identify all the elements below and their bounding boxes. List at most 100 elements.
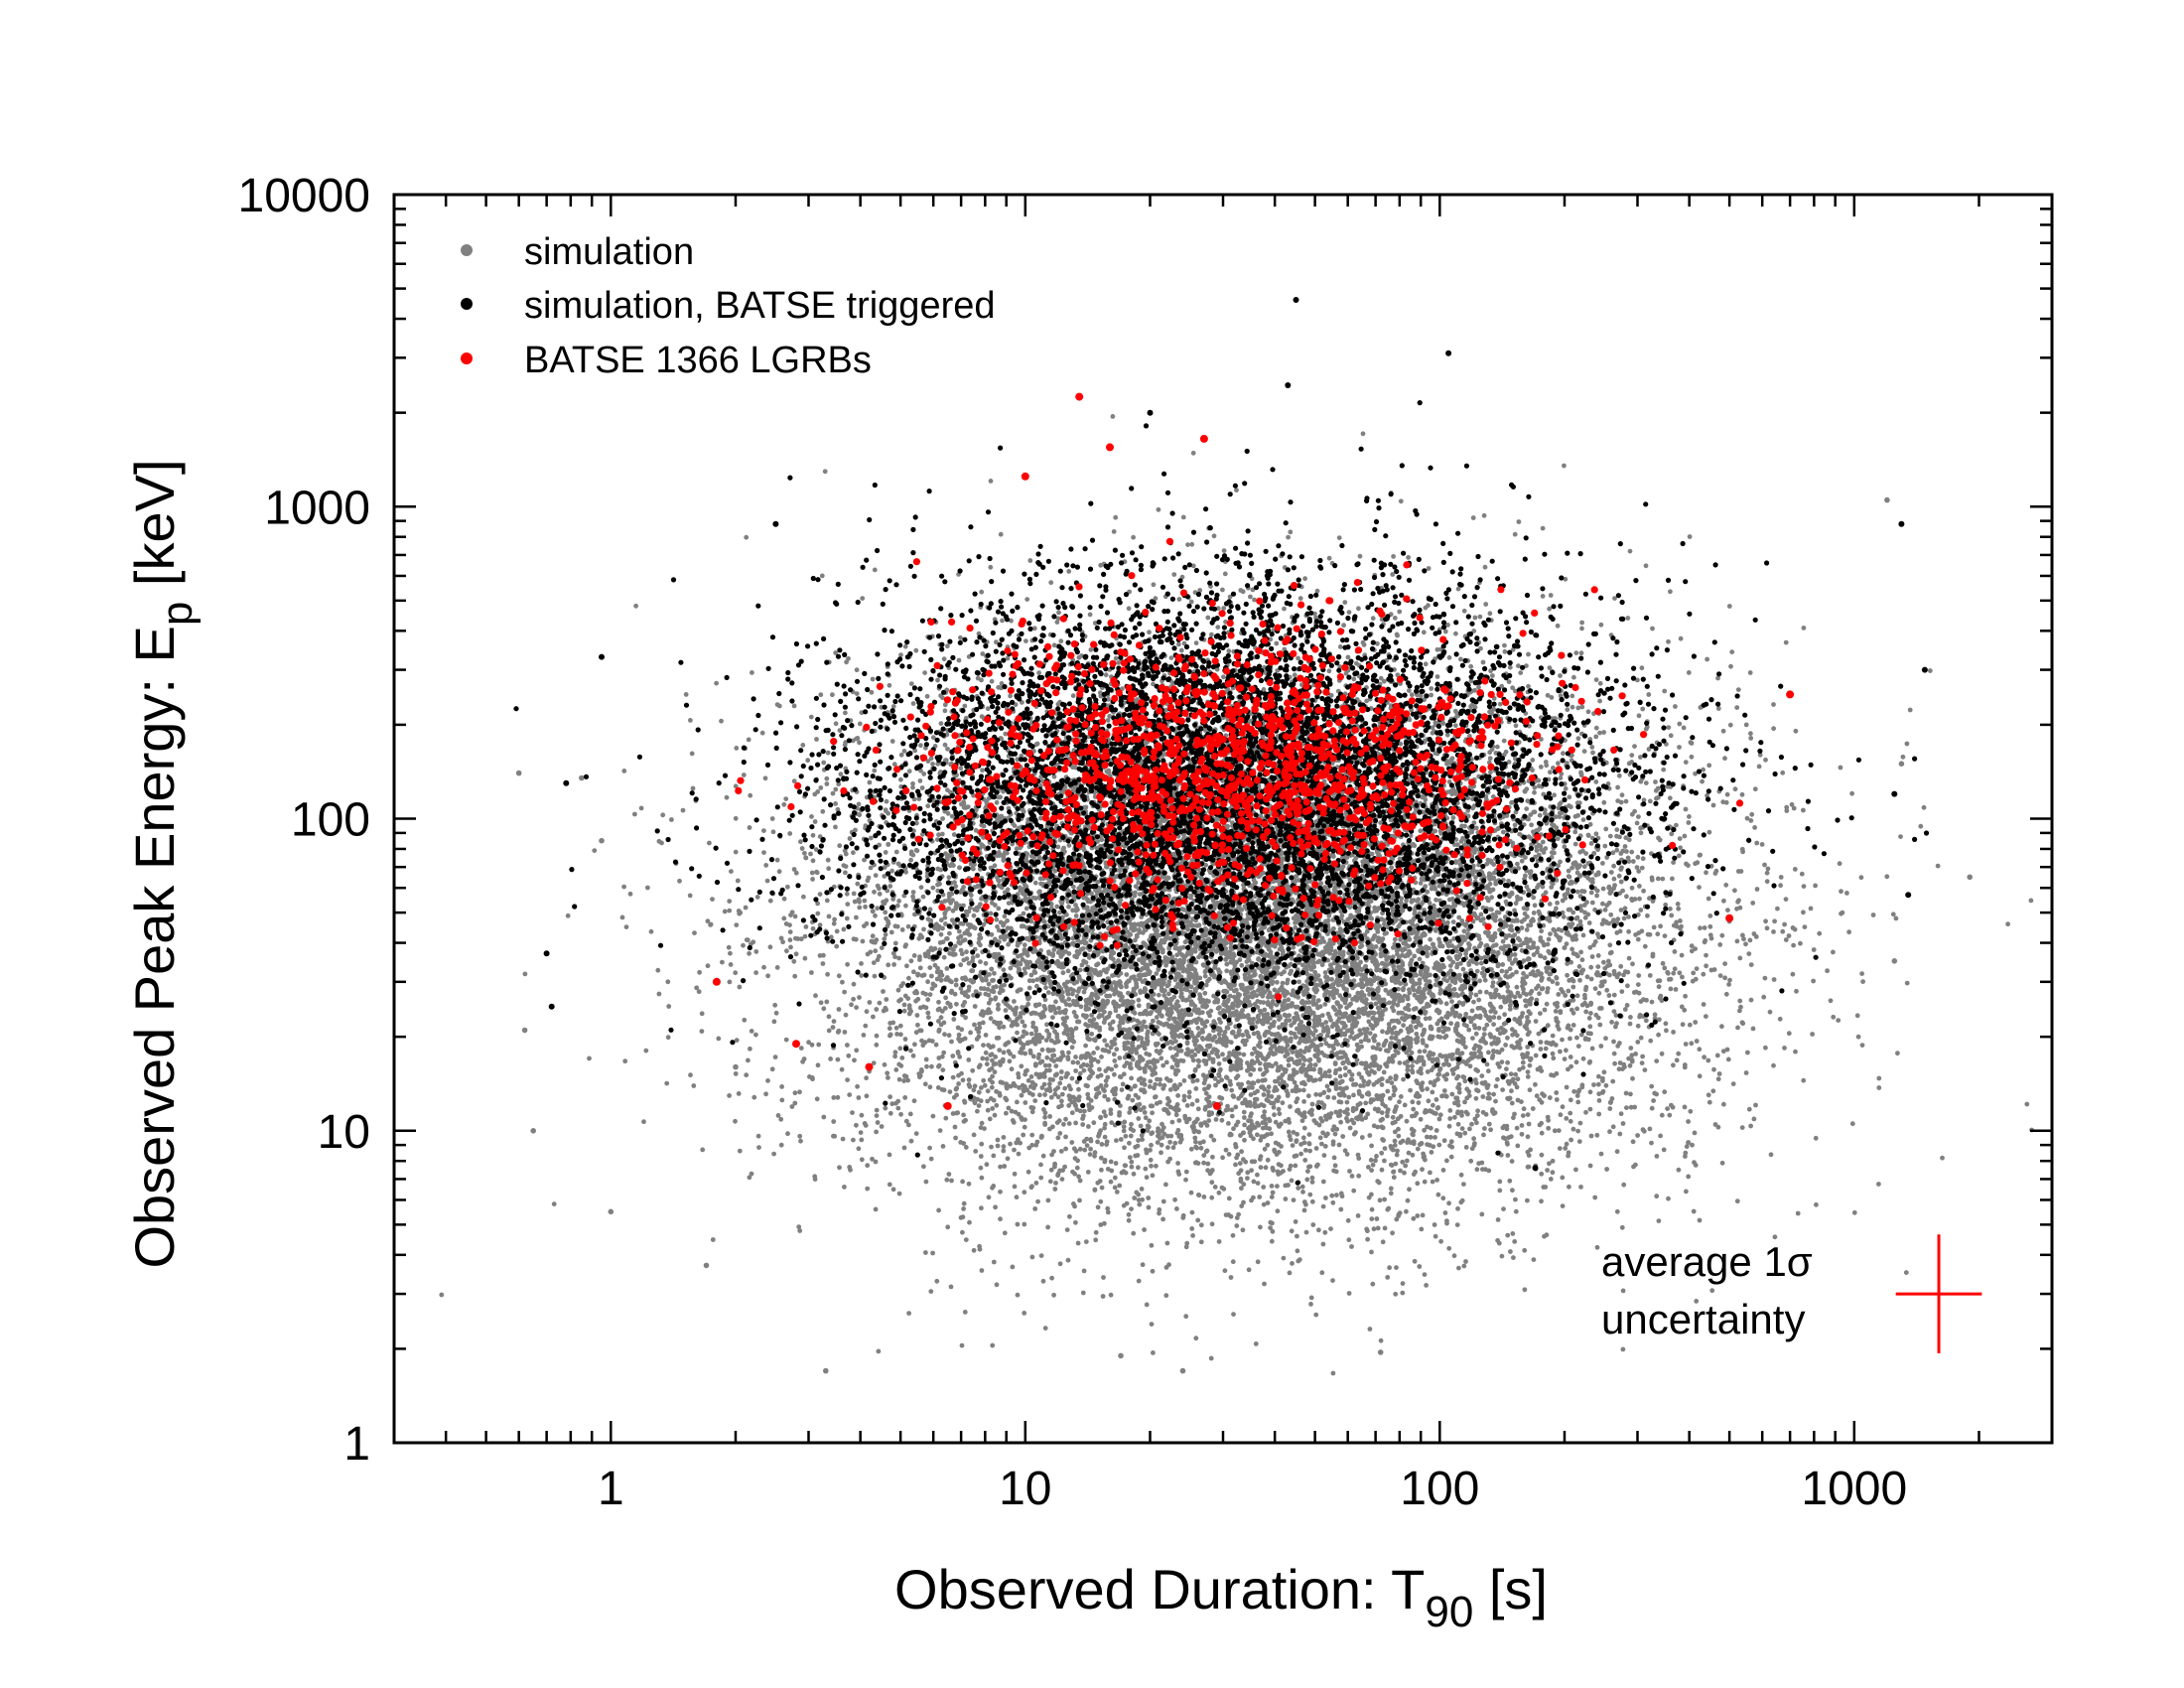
data-point [1596, 990, 1602, 996]
data-point [809, 970, 814, 975]
data-point [921, 1164, 926, 1170]
data-point [1530, 1106, 1536, 1111]
data-point [860, 938, 866, 944]
data-point [1502, 642, 1507, 648]
data-point [716, 1036, 722, 1042]
data-point [864, 1075, 869, 1081]
data-point [1551, 766, 1556, 771]
data-point [927, 965, 933, 970]
data-point [997, 1048, 1003, 1053]
data-point [1300, 1087, 1306, 1093]
data-point [1053, 1063, 1059, 1068]
data-point [1320, 1203, 1326, 1209]
data-point [1398, 1028, 1404, 1034]
data-point [1777, 1016, 1783, 1022]
data-point [953, 1135, 958, 1141]
data-point [972, 1004, 978, 1009]
data-point [1595, 1081, 1601, 1087]
data-point [960, 1179, 965, 1185]
data-point [1574, 889, 1580, 895]
data-point [633, 603, 638, 609]
data-point [1476, 684, 1481, 690]
data-point [849, 1002, 854, 1008]
data-point [1422, 1179, 1428, 1185]
data-point [669, 817, 674, 822]
data-point [592, 848, 598, 853]
data-point [1496, 1015, 1502, 1021]
data-point [1507, 1178, 1513, 1184]
data-point [1450, 919, 1456, 924]
data-point [691, 1083, 697, 1088]
data-point [803, 924, 809, 929]
data-point [1686, 1174, 1692, 1180]
data-point [886, 842, 891, 847]
data-point [1425, 1069, 1431, 1074]
data-point [958, 766, 964, 772]
data-point [1611, 863, 1616, 869]
data-point [1149, 1322, 1155, 1327]
data-point [1792, 867, 1798, 872]
data-point [771, 1151, 776, 1157]
data-point [1450, 815, 1456, 820]
data-point [1561, 751, 1566, 757]
data-point [872, 973, 878, 979]
data-point [1641, 888, 1646, 894]
data-point [1651, 1098, 1656, 1103]
data-point [899, 1055, 905, 1060]
data-point [897, 1046, 903, 1052]
data-point [1065, 1257, 1071, 1263]
data-point [953, 982, 959, 988]
data-point [1574, 993, 1580, 999]
data-point [1294, 1069, 1299, 1075]
data-point [921, 926, 926, 932]
data-point [1121, 1071, 1127, 1077]
data-point [1067, 1213, 1072, 1219]
data-point [1022, 966, 1027, 972]
data-point [1514, 969, 1519, 975]
data-point [753, 1032, 758, 1038]
data-point [1611, 992, 1617, 998]
data-point [1029, 1132, 1035, 1138]
data-point [1216, 1061, 1222, 1066]
data-point [1570, 865, 1574, 871]
data-point [1315, 998, 1321, 1003]
data-point [1128, 964, 1134, 970]
data-point [837, 843, 843, 849]
data-point [1601, 799, 1607, 805]
data-point [1093, 1229, 1099, 1235]
data-point [898, 1111, 903, 1117]
data-point [1849, 790, 1854, 796]
data-point [839, 1066, 845, 1072]
data-point [947, 1089, 953, 1094]
data-point [1124, 984, 1129, 990]
data-point [1491, 1015, 1497, 1020]
data-point [998, 1189, 1003, 1195]
data-point [1338, 1206, 1344, 1212]
data-point [842, 1030, 848, 1035]
data-point [1240, 1227, 1246, 1233]
data-point [967, 932, 973, 937]
data-point [1046, 1062, 1052, 1068]
data-point [1515, 1143, 1521, 1149]
data-point [1186, 1089, 1192, 1095]
data-point [1546, 1125, 1552, 1131]
data-point [1637, 884, 1642, 889]
data-point [798, 839, 803, 845]
data-point [1532, 903, 1538, 909]
data-point [1369, 1206, 1375, 1212]
data-point [1121, 1128, 1127, 1134]
data-point [1619, 1224, 1625, 1230]
data-point [1307, 1148, 1312, 1154]
data-point [913, 647, 919, 653]
data-point [1505, 1059, 1510, 1065]
data-point [1505, 1035, 1510, 1041]
data-point [1262, 1281, 1267, 1287]
data-point [1309, 1175, 1315, 1181]
data-point [1189, 1209, 1195, 1215]
data-point [1215, 625, 1221, 630]
data-point [1072, 1171, 1077, 1177]
data-point [1258, 973, 1264, 979]
data-point [1349, 1015, 1355, 1020]
data-point [994, 1282, 1000, 1288]
data-point [1022, 942, 1027, 948]
